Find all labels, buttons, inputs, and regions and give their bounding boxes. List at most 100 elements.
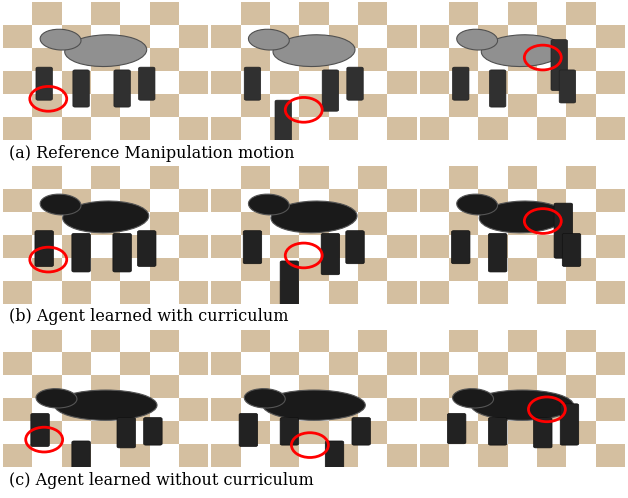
Bar	[91, 330, 121, 353]
Bar	[270, 444, 300, 467]
Bar	[328, 117, 358, 140]
Bar	[33, 94, 62, 117]
Ellipse shape	[249, 194, 290, 215]
FancyBboxPatch shape	[551, 40, 568, 91]
Ellipse shape	[63, 201, 149, 233]
Bar	[595, 398, 625, 421]
Bar	[300, 166, 328, 189]
Ellipse shape	[457, 29, 497, 50]
Ellipse shape	[273, 35, 355, 67]
Bar	[179, 398, 208, 421]
FancyBboxPatch shape	[562, 234, 581, 266]
Bar	[91, 421, 121, 444]
Bar	[358, 48, 387, 71]
Bar	[328, 25, 358, 48]
Bar	[479, 117, 507, 140]
Bar	[507, 94, 537, 117]
Bar	[358, 421, 387, 444]
Bar	[358, 212, 387, 235]
Bar	[91, 94, 121, 117]
Bar	[449, 94, 479, 117]
Bar	[149, 258, 179, 281]
Bar	[149, 2, 179, 25]
Bar	[241, 48, 270, 71]
Bar	[387, 25, 416, 48]
Bar	[420, 189, 449, 212]
Bar	[62, 117, 91, 140]
FancyBboxPatch shape	[72, 441, 90, 471]
Bar	[507, 48, 537, 71]
Bar	[179, 189, 208, 212]
Ellipse shape	[479, 201, 565, 233]
Bar	[241, 2, 270, 25]
Bar	[91, 212, 121, 235]
Bar	[537, 444, 566, 467]
Bar	[479, 281, 507, 304]
Bar	[300, 421, 328, 444]
Bar	[566, 94, 595, 117]
FancyBboxPatch shape	[114, 70, 131, 107]
Bar	[3, 25, 33, 48]
Ellipse shape	[453, 388, 494, 408]
FancyBboxPatch shape	[321, 234, 340, 275]
Bar	[149, 330, 179, 353]
Bar	[179, 235, 208, 258]
Bar	[149, 212, 179, 235]
Bar	[507, 421, 537, 444]
Bar	[566, 212, 595, 235]
Bar	[420, 444, 449, 467]
Text: (a) Reference Manipulation motion: (a) Reference Manipulation motion	[9, 144, 295, 161]
Bar	[479, 25, 507, 48]
Bar	[270, 25, 300, 48]
Bar	[241, 212, 270, 235]
Bar	[420, 398, 449, 421]
FancyBboxPatch shape	[243, 231, 262, 264]
Bar	[121, 25, 149, 48]
Bar	[212, 25, 241, 48]
Bar	[328, 281, 358, 304]
Bar	[449, 212, 479, 235]
Bar	[300, 48, 328, 71]
Bar	[387, 444, 416, 467]
Bar	[387, 398, 416, 421]
Bar	[537, 71, 566, 94]
FancyBboxPatch shape	[72, 234, 90, 272]
FancyBboxPatch shape	[346, 231, 364, 264]
Bar	[33, 212, 62, 235]
Bar	[358, 375, 387, 398]
Ellipse shape	[55, 390, 157, 420]
FancyBboxPatch shape	[144, 418, 162, 445]
Bar	[3, 189, 33, 212]
Bar	[537, 281, 566, 304]
Bar	[595, 281, 625, 304]
Bar	[241, 375, 270, 398]
FancyBboxPatch shape	[73, 70, 89, 107]
Bar	[358, 258, 387, 281]
Bar	[328, 444, 358, 467]
Bar	[33, 258, 62, 281]
Bar	[3, 71, 33, 94]
Bar	[149, 48, 179, 71]
Bar	[270, 353, 300, 375]
Bar	[328, 235, 358, 258]
FancyBboxPatch shape	[280, 261, 299, 319]
Bar	[537, 398, 566, 421]
Bar	[595, 189, 625, 212]
Bar	[241, 330, 270, 353]
FancyBboxPatch shape	[325, 441, 344, 471]
Bar	[595, 235, 625, 258]
Bar	[566, 375, 595, 398]
Ellipse shape	[36, 388, 77, 408]
Bar	[3, 235, 33, 258]
Bar	[3, 444, 33, 467]
FancyBboxPatch shape	[113, 234, 131, 272]
FancyBboxPatch shape	[322, 70, 338, 111]
Bar	[212, 281, 241, 304]
Bar	[270, 281, 300, 304]
Bar	[387, 235, 416, 258]
Bar	[420, 281, 449, 304]
Bar	[33, 330, 62, 353]
Bar	[179, 444, 208, 467]
Bar	[62, 189, 91, 212]
Bar	[121, 71, 149, 94]
